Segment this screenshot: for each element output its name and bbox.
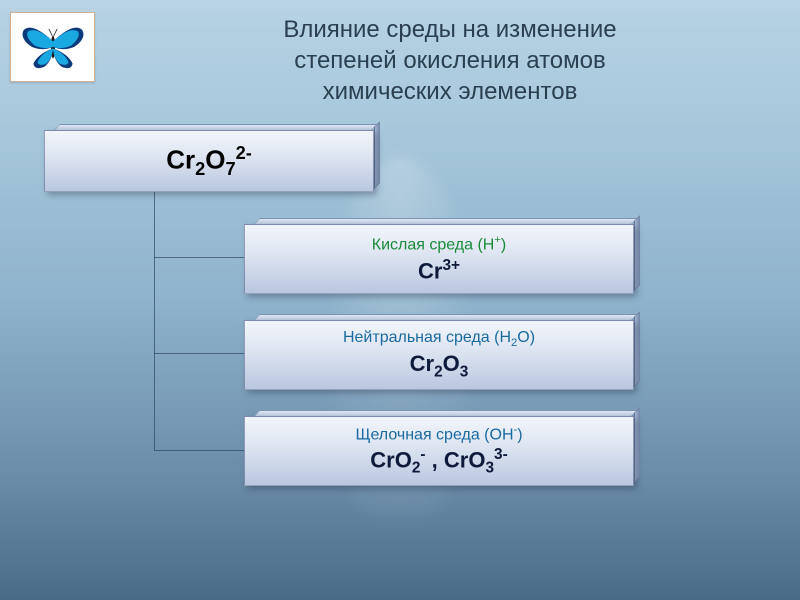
box-front-face: Cr2O72-	[44, 130, 374, 192]
butterfly-icon	[18, 19, 88, 75]
title-line-2: степеней окисления атомов	[160, 45, 740, 76]
product-acid: Cr3+	[418, 257, 460, 284]
page-title: Влияние среды на изменение степеней окис…	[160, 14, 740, 108]
env-label-alkaline: Щелочная среда (OH-)	[355, 424, 522, 444]
butterfly-image-frame	[10, 12, 95, 82]
child-box-3d: Щелочная среда (OH-) CrO2- , CrO33-	[244, 416, 634, 486]
connector-h-2	[154, 353, 244, 354]
env-label-acid: Кислая среда (H+)	[372, 234, 506, 254]
connector-h-1	[154, 257, 244, 258]
title-line-3: химических элементов	[160, 76, 740, 107]
connector-vertical	[154, 192, 155, 450]
product-alkaline: CrO2- , CrO33-	[370, 446, 507, 478]
box-side-face	[374, 121, 380, 189]
box-side-face	[634, 215, 640, 291]
root-node: Cr2O72-	[44, 130, 374, 192]
box-side-face	[634, 407, 640, 483]
child-box-3d: Кислая среда (H+) Cr3+	[244, 224, 634, 294]
env-label-neutral: Нейтральная среда (H2O)	[343, 329, 535, 349]
child-node-neutral: Нейтральная среда (H2O) Cr2O3	[244, 320, 634, 390]
box-front-face: Щелочная среда (OH-) CrO2- , CrO33-	[244, 416, 634, 486]
child-node-acid: Кислая среда (H+) Cr3+	[244, 224, 634, 294]
box-front-face: Кислая среда (H+) Cr3+	[244, 224, 634, 294]
product-neutral: Cr2O3	[410, 351, 469, 381]
connector-h-3	[154, 450, 244, 451]
root-box-3d: Cr2O72-	[44, 130, 374, 192]
child-box-3d: Нейтральная среда (H2O) Cr2O3	[244, 320, 634, 390]
title-line-1: Влияние среды на изменение	[160, 14, 740, 45]
box-front-face: Нейтральная среда (H2O) Cr2O3	[244, 320, 634, 390]
box-side-face	[634, 311, 640, 387]
child-node-alkaline: Щелочная среда (OH-) CrO2- , CrO33-	[244, 416, 634, 486]
root-formula: Cr2O72-	[166, 143, 252, 180]
